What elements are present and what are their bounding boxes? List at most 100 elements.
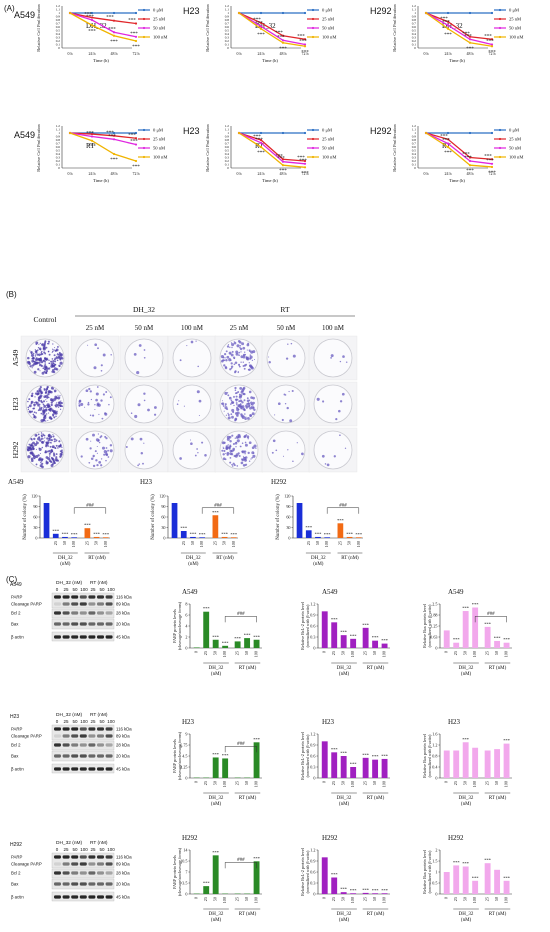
colony-dot: [40, 353, 43, 356]
bar: [230, 537, 237, 538]
data-point: [90, 135, 94, 138]
blot-band: [79, 622, 87, 626]
colony-dot: [101, 446, 106, 450]
colony-dot: [47, 342, 50, 345]
colony-dot: [78, 405, 81, 407]
y-tick-label: 0.8: [412, 138, 417, 142]
colony-dot: [251, 446, 255, 450]
colony-dot: [34, 354, 37, 356]
bar: [253, 861, 260, 894]
x-axis-label: Time (h): [93, 178, 109, 183]
blot-band: [54, 727, 61, 731]
significance-mark: ***: [132, 165, 140, 170]
colony-dot: [53, 367, 57, 371]
colony-dot: [55, 439, 58, 442]
significance-mark: ***: [486, 159, 494, 164]
colony-dot: [55, 456, 58, 459]
colony-dot: [38, 344, 40, 346]
legend-marker: [498, 35, 502, 39]
x-tick-label: 0: [194, 897, 199, 899]
colony-dot: [50, 399, 53, 401]
x-tick-label: 100: [199, 541, 204, 547]
colony-dot: [53, 438, 56, 441]
blot-band: [79, 743, 87, 747]
data-point: [281, 160, 285, 163]
colony-dot: [250, 458, 252, 460]
colony-dot: [53, 416, 56, 419]
colony-dot: [105, 459, 107, 462]
colony-dot: [54, 360, 57, 363]
significance-mark: ***: [466, 169, 474, 174]
colony-dot: [41, 350, 43, 353]
colony-dot: [50, 364, 54, 368]
colony-dot: [183, 405, 185, 407]
group-label: DH_32: [459, 796, 474, 801]
y-tick-label: 0: [185, 776, 187, 781]
colony-dot: [47, 408, 50, 411]
data-point: [259, 25, 263, 28]
colony-dot: [57, 406, 60, 408]
group-label: (nM): [211, 672, 222, 677]
group-label: (nM): [313, 562, 324, 567]
lane-label: 50: [99, 847, 105, 852]
colony-dot: [229, 440, 232, 443]
x-tick-label: 100: [222, 651, 227, 657]
colony-dot: [92, 464, 96, 468]
significance-mark: ***: [255, 138, 263, 143]
colony-dot: [196, 448, 198, 450]
colony-dot: [54, 347, 56, 349]
bar: [472, 880, 479, 894]
significance-mark: ***: [275, 154, 283, 159]
colony-dot: [268, 356, 270, 358]
western-blot-A549: A549 DH_32 (nM) RT (nM)0 25 50 100 25 50 100PARP…: [10, 580, 132, 642]
colony-dot: [35, 341, 39, 345]
significance-mark: ***: [279, 169, 287, 174]
colony-dot: [292, 354, 296, 358]
colony-dot: [242, 346, 246, 350]
data-point: [490, 38, 494, 41]
group-label: (nM): [211, 802, 222, 807]
colony-dot: [38, 387, 42, 391]
colony-dot: [138, 344, 142, 347]
colony-dot: [236, 414, 238, 416]
colony-dot: [330, 354, 334, 358]
significance-mark: ***: [346, 531, 354, 536]
colony-dot: [58, 401, 62, 405]
colony-well: [172, 430, 212, 470]
group-label: DH_32: [459, 912, 474, 917]
x-tick-label: 72 h: [133, 171, 140, 176]
x-tick-label: 0: [194, 781, 199, 783]
bar: [52, 533, 59, 538]
colony-dot: [235, 395, 238, 398]
colony-dot: [248, 390, 252, 394]
colony-dot: [234, 386, 237, 390]
series-line: [425, 132, 493, 165]
blot-band: [79, 754, 87, 758]
data-point: [68, 131, 72, 135]
colony-dot: [339, 360, 342, 363]
colony-dot: [178, 400, 180, 402]
bar: [503, 642, 510, 648]
y-tick-label: 0.6: [310, 624, 315, 629]
colony-dot: [103, 453, 106, 456]
colony-dot: [230, 367, 233, 369]
colony-dot: [341, 392, 345, 396]
blot-band: [79, 635, 87, 639]
data-point: [468, 11, 472, 15]
colony-dot: [105, 447, 108, 449]
colony-dot: [239, 341, 242, 344]
blot-band: [97, 635, 104, 639]
colony-dot: [45, 460, 48, 463]
colony-dot: [225, 414, 228, 416]
chart-title: H23: [140, 478, 153, 486]
blot-condition: RT (nM): [90, 712, 108, 718]
blot-band: [71, 754, 79, 758]
y-tick-label: 10.5: [180, 859, 187, 864]
bar: [71, 537, 78, 538]
series-line: [238, 12, 306, 47]
colony-dot: [47, 439, 50, 442]
x-tick-label: 100: [71, 541, 76, 547]
data-point: [259, 138, 263, 142]
colony-dot: [231, 463, 233, 466]
significance-mark: ***: [84, 523, 92, 528]
